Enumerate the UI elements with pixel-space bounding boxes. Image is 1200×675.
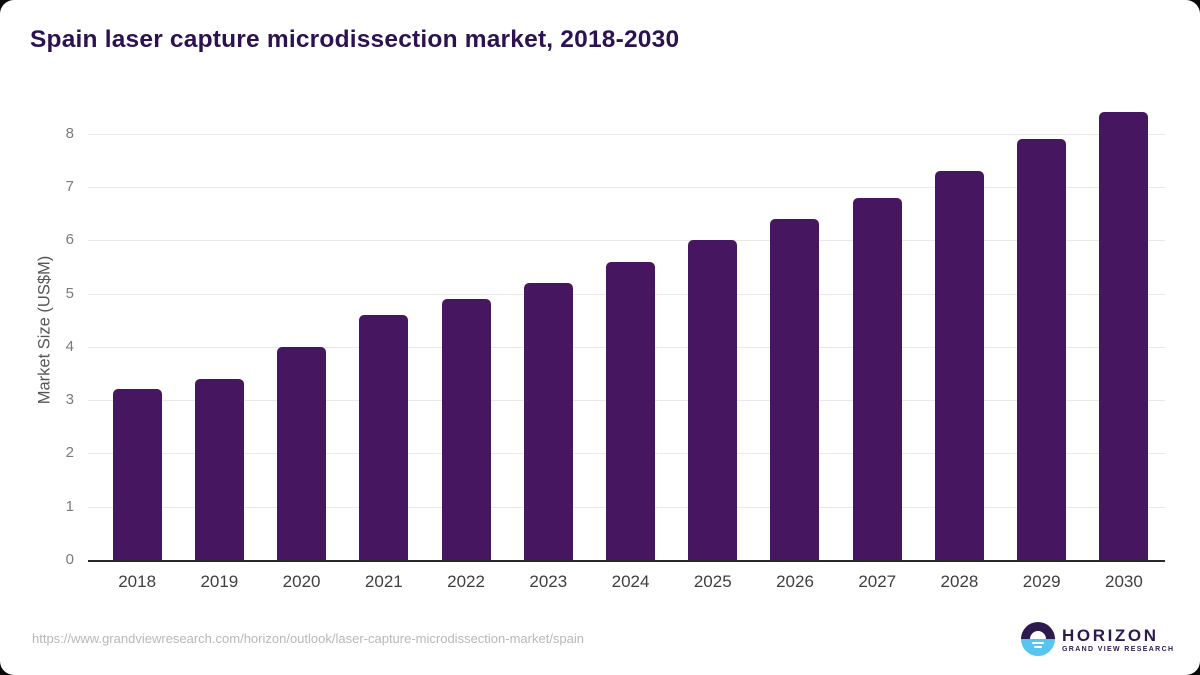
bar-2019 [194, 378, 244, 560]
x-tick-label-2021: 2021 [364, 572, 403, 591]
bar-slot-2024 [589, 107, 671, 560]
logo-text: HORIZON GRAND VIEW RESEARCH [1062, 626, 1174, 653]
logo-sky-half [1021, 622, 1055, 639]
bar-2020 [277, 346, 327, 560]
x-tick-label-2028: 2028 [940, 572, 979, 591]
bar-2021 [359, 314, 409, 560]
bar-slot-2025 [672, 107, 754, 560]
gridline [88, 240, 1165, 242]
x-tick-label-2026: 2026 [776, 572, 814, 591]
logo-name: HORIZON [1062, 625, 1159, 645]
bar-slot-2026 [754, 107, 836, 560]
x-tick-label-2022: 2022 [447, 572, 485, 591]
bar-slot-2021 [343, 107, 425, 560]
bar-slot-2022 [425, 107, 507, 560]
horizon-sunrise-icon [1021, 622, 1055, 656]
y-tick-label-3: 3 [65, 391, 74, 409]
gridline [88, 133, 1165, 135]
bar-slot-2018 [96, 107, 178, 560]
y-tick-label-4: 4 [65, 337, 74, 355]
logo-subtext: GRAND VIEW RESEARCH [1062, 645, 1175, 653]
x-tick-label-2023: 2023 [529, 572, 568, 591]
y-axis-tick-labels: 0 1 2 3 4 5 6 7 8 [36, 107, 74, 568]
bar-2030 [1099, 112, 1149, 560]
y-tick-label-2: 2 [65, 444, 74, 462]
bar-slot-2027 [836, 107, 918, 560]
x-tick-label-2025: 2025 [693, 572, 732, 591]
logo-sun-icon [1030, 631, 1046, 639]
x-tick-label-2024: 2024 [611, 572, 650, 591]
logo-reflection-line [1034, 646, 1042, 648]
bar-slot-2029 [1001, 107, 1083, 560]
y-tick-label-6: 6 [65, 231, 74, 249]
bar-2023 [523, 282, 573, 560]
bar-2029 [1017, 138, 1067, 560]
bar-2026 [770, 218, 820, 560]
y-tick-label-8: 8 [65, 124, 74, 142]
plot-area [88, 107, 1165, 562]
bar-slot-2019 [178, 107, 260, 560]
x-tick-label-2029: 2029 [1022, 572, 1061, 591]
x-tick-label-2027: 2027 [858, 572, 897, 591]
y-tick-label-0: 0 [65, 551, 74, 568]
bar-2025 [688, 240, 738, 560]
gridline [88, 186, 1165, 188]
y-tick-label-5: 5 [65, 284, 74, 302]
y-tick-label-7: 7 [65, 177, 74, 195]
brand-logo: HORIZON GRAND VIEW RESEARCH [1021, 622, 1174, 656]
x-tick-label-2020: 2020 [282, 572, 321, 591]
bar-slot-2030 [1083, 107, 1165, 560]
x-tick-label-2019: 2019 [200, 572, 239, 591]
source-url: https://www.grandviewresearch.com/horizo… [32, 631, 585, 646]
bar-2018 [112, 389, 162, 560]
x-tick-label-2018: 2018 [118, 572, 157, 591]
logo-reflection-line [1032, 642, 1044, 644]
y-tick-label-1: 1 [65, 497, 74, 515]
x-axis-tick-labels: 2018 2019 2020 2021 2022 2023 2024 2025 2026 2027… [88, 568, 1165, 596]
page-title: Spain laser capture microdissection mark… [30, 26, 680, 53]
bar-slot-2023 [507, 107, 589, 560]
x-tick-label-2030: 2030 [1105, 572, 1143, 591]
bar-2024 [606, 261, 656, 560]
bar-slot-2020 [260, 107, 342, 560]
bar-2027 [852, 197, 902, 560]
bar-2028 [934, 170, 984, 560]
bar-slot-2028 [918, 107, 1000, 560]
bar-2022 [441, 298, 491, 560]
bars-row [88, 107, 1165, 560]
